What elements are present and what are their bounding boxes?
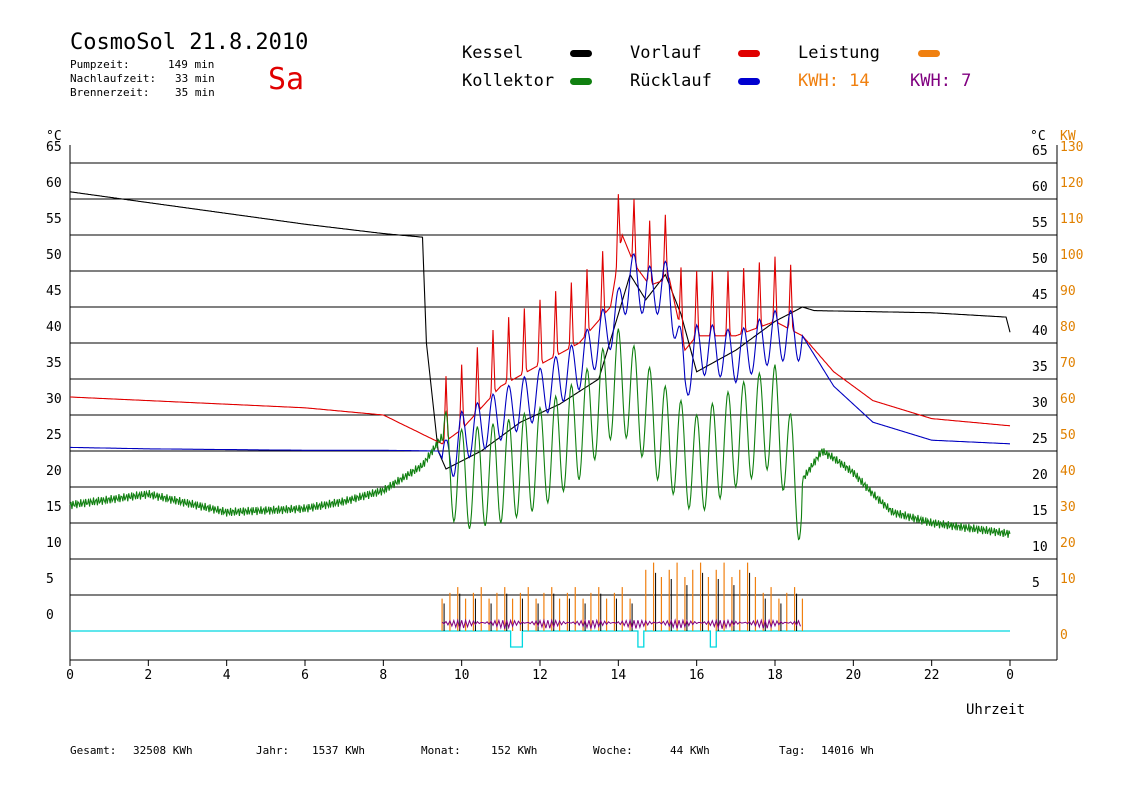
kw-tick-10: 10: [1060, 572, 1076, 587]
stat-pumpzeit-label: Pumpzeit:: [70, 58, 130, 71]
grid-lines: [70, 162, 1057, 596]
footer-gesamt-value: 32508 KWh: [133, 744, 193, 757]
series-line-vorlauf: [70, 194, 1011, 445]
pump-state-line: [70, 630, 1010, 648]
kw-tick-20: 20: [1060, 536, 1076, 551]
footer-tag-label: Tag:: [779, 744, 806, 757]
footer-tag-value: 14016 Wh: [821, 744, 874, 757]
series-line-kessel: [69, 191, 1011, 470]
kw-tick-110: 110: [1060, 212, 1083, 227]
y-tick-right-5: 5: [1032, 576, 1040, 591]
stat-nachlaufzeit-value: 33 min: [175, 72, 215, 85]
x-tick-label-8: 16: [689, 668, 705, 683]
kw-tick-70: 70: [1060, 356, 1076, 371]
x-tick-label-10: 20: [846, 668, 862, 683]
y-tick-left-35: 35: [46, 356, 62, 371]
x-tick-label-9: 18: [767, 668, 783, 683]
legend-kessel-swatch: [570, 50, 592, 57]
y-unit-left: °C: [46, 129, 62, 144]
y-tick-right-65: 65: [1032, 144, 1048, 159]
x-tick-label-1: 2: [144, 668, 152, 683]
y-tick-right-55: 55: [1032, 216, 1048, 231]
footer-monat-value: 152 KWh: [491, 744, 538, 757]
y-tick-right-25: 25: [1032, 432, 1048, 447]
y-tick-left-20: 20: [46, 464, 62, 479]
purple-power-trace: [441, 618, 801, 630]
legend-kollektor-label: Kollektor: [462, 71, 555, 91]
y-tick-right-50: 50: [1032, 252, 1048, 267]
y-tick-right-40: 40: [1032, 324, 1048, 339]
y-tick-right-10: 10: [1032, 540, 1048, 555]
legend-kwh-purple: KWH: 7: [910, 71, 972, 91]
stat-pumpzeit-value: 149 min: [168, 58, 215, 71]
y-tick-left-5: 5: [46, 572, 54, 587]
legend-leistung-label: Leistung: [798, 43, 880, 63]
legend-kollektor-swatch: [570, 78, 592, 85]
y-tick-left-40: 40: [46, 320, 62, 335]
y-tick-right-15: 15: [1032, 504, 1048, 519]
stat-nachlaufzeit-label: Nachlaufzeit:: [70, 72, 157, 85]
x-tick-label-11: 22: [924, 668, 940, 683]
kw-tick-30: 30: [1060, 500, 1076, 515]
x-tick-label-12: 0: [1006, 668, 1014, 683]
series-line-kollektor: [69, 328, 1011, 541]
kw-tick-130: 130: [1060, 140, 1083, 155]
kw-tick-60: 60: [1060, 392, 1076, 407]
x-tick-label-6: 12: [532, 668, 548, 683]
x-axis-label: Uhrzeit: [966, 702, 1025, 718]
y-tick-left-60: 60: [46, 176, 62, 191]
footer-jahr-value: 1537 KWh: [312, 744, 365, 757]
footer-woche-value: 44 KWh: [670, 744, 710, 757]
legend-kwh-orange: KWH: 14: [798, 71, 870, 91]
x-tick-label-3: 6: [301, 668, 309, 683]
stat-brennerzeit-value: 35 min: [175, 86, 215, 99]
legend-vorlauf-swatch: [738, 50, 760, 57]
series-lines: [69, 191, 1011, 648]
legend-ruecklauf-swatch: [738, 78, 760, 85]
kw-tick-90: 90: [1060, 284, 1076, 299]
y-tick-left-55: 55: [46, 212, 62, 227]
kw-tick-100: 100: [1060, 248, 1083, 263]
footer-jahr-label: Jahr:: [256, 744, 290, 757]
y-tick-right-60: 60: [1032, 180, 1048, 195]
y-tick-left-10: 10: [46, 536, 62, 551]
footer-gesamt-label: Gesamt:: [70, 744, 117, 757]
x-tick-label-7: 14: [611, 668, 627, 683]
y-tick-left-0: 0: [46, 608, 54, 623]
stat-brennerzeit-label: Brennerzeit:: [70, 86, 150, 99]
kw-tick-40: 40: [1060, 464, 1076, 479]
y-tick-left-15: 15: [46, 500, 62, 515]
x-tick-label-2: 4: [223, 668, 231, 683]
footer-woche-label: Woche:: [593, 744, 633, 757]
y-tick-left-65: 65: [46, 140, 62, 155]
y-tick-left-50: 50: [46, 248, 62, 263]
legend-kessel-label: Kessel: [462, 43, 524, 63]
legend-leistung-swatch: [918, 50, 940, 57]
y-unit-right: °C: [1030, 129, 1046, 144]
kw-tick-50: 50: [1060, 428, 1076, 443]
x-tick-label-5: 10: [454, 668, 470, 683]
series-line-rücklauf: [70, 252, 1010, 477]
y-tick-right-35: 35: [1032, 360, 1048, 375]
y-tick-right-20: 20: [1032, 468, 1048, 483]
kw-tick-0: 0: [1060, 628, 1068, 643]
legend-ruecklauf-label: Rücklauf: [630, 71, 712, 91]
y-tick-right-45: 45: [1032, 288, 1048, 303]
footer-monat-label: Monat:: [421, 744, 461, 757]
x-tick-label-4: 8: [379, 668, 387, 683]
kw-tick-80: 80: [1060, 320, 1076, 335]
chart-title: CosmoSol 21.8.2010: [70, 30, 309, 55]
legend-vorlauf-label: Vorlauf: [630, 43, 702, 63]
y-tick-left-30: 30: [46, 392, 62, 407]
day-label: Sa: [268, 62, 305, 97]
y-tick-left-45: 45: [46, 284, 62, 299]
y-tick-right-30: 30: [1032, 396, 1048, 411]
y-tick-left-25: 25: [46, 428, 62, 443]
kw-tick-120: 120: [1060, 176, 1083, 191]
kw-unit: KW: [1060, 129, 1076, 144]
x-tick-label-0: 0: [66, 668, 74, 683]
